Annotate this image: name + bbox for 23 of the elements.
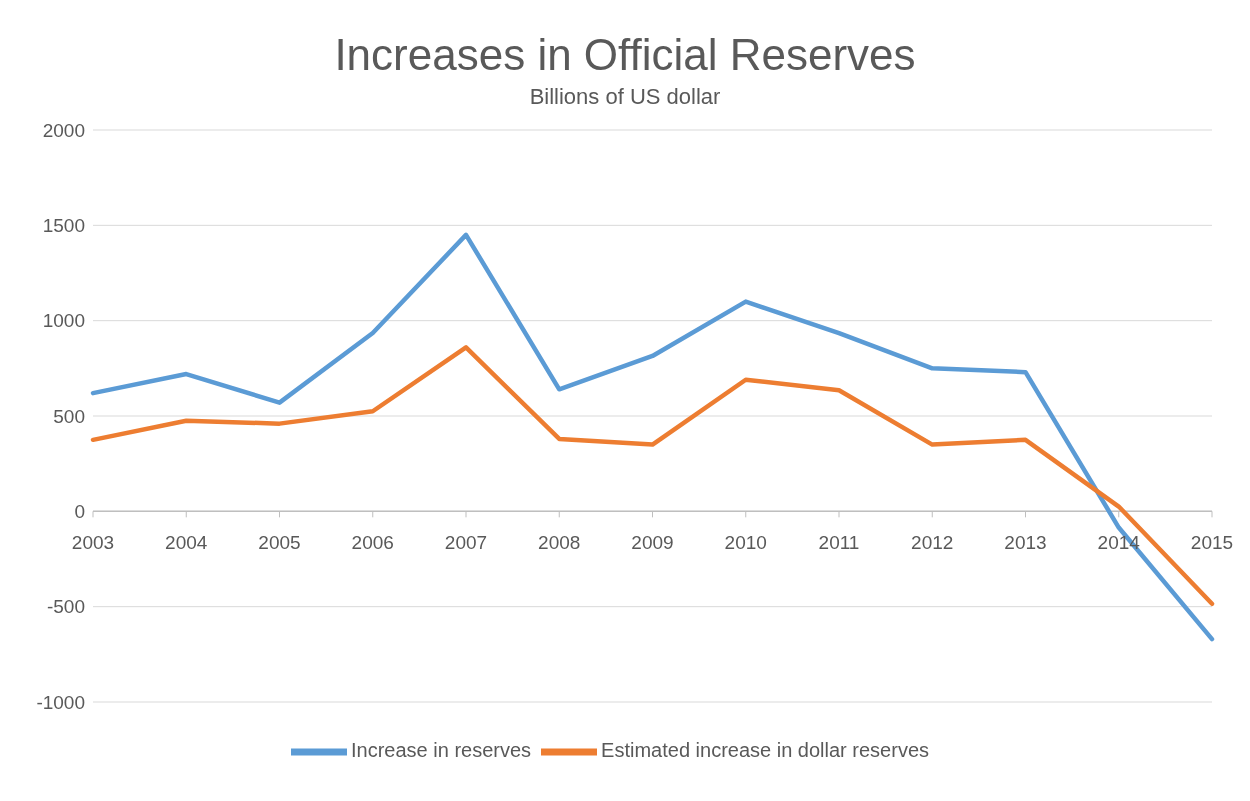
x-tick-label: 2006 xyxy=(351,532,394,554)
x-tick-label: 2012 xyxy=(911,532,954,554)
x-tick-label: 2004 xyxy=(165,532,208,554)
legend-label: Increase in reserves xyxy=(351,739,532,762)
x-tick-label: 2015 xyxy=(1190,532,1234,554)
legend-label: Estimated increase in dollar reserves xyxy=(601,739,929,762)
x-tick-label: 2008 xyxy=(538,532,581,554)
y-tick-label: 1000 xyxy=(42,310,85,332)
y-tick-label: 2000 xyxy=(42,119,85,141)
y-tick-label: 1500 xyxy=(42,215,85,237)
chart-subtitle: Billions of US dollar xyxy=(528,84,722,110)
chart-title: Increases in Official Reserves xyxy=(333,29,917,80)
y-tick-label: 500 xyxy=(53,405,85,427)
x-tick-label: 2003 xyxy=(71,532,115,554)
x-tick-label: 2010 xyxy=(724,532,767,554)
x-tick-label: 2009 xyxy=(631,532,674,554)
x-tick-label: 2007 xyxy=(444,532,488,554)
y-tick-label: -500 xyxy=(46,596,85,618)
y-tick-label: -1000 xyxy=(36,691,85,713)
x-tick-label: 2005 xyxy=(258,532,301,554)
x-tick-label: 2011 xyxy=(818,532,860,554)
x-tick-label: 2013 xyxy=(1004,532,1047,554)
y-tick-label: 0 xyxy=(74,501,85,523)
